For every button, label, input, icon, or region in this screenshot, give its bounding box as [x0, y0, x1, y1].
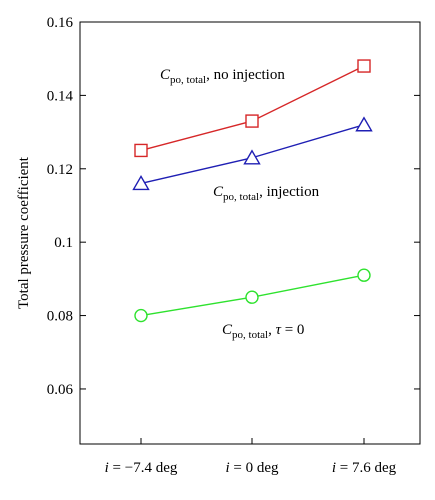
- marker-square: [245, 114, 259, 128]
- series-annotations: Cpo, total, no injection Cpo, total, inj…: [160, 67, 320, 341]
- x-tick-label: i = 0 deg: [225, 460, 279, 476]
- annotation-rest2: = 0: [281, 322, 304, 338]
- y-tick-label: 0.1: [54, 235, 73, 251]
- annotation-rest: , no injection: [206, 67, 285, 83]
- y-tick-label: 0.12: [47, 162, 73, 178]
- annotation-tau-zero: Cpo, total, τ = 0: [222, 322, 304, 341]
- marker-square: [357, 59, 371, 73]
- marker-square: [134, 143, 148, 158]
- series-group: [132, 59, 373, 323]
- annotation-sub: po, total: [223, 191, 259, 203]
- plot-frame: [79, 21, 421, 445]
- annotation-rest: ,: [268, 322, 276, 338]
- y-axis-label: Total pressure coefficient: [16, 156, 32, 309]
- marker-triangle: [243, 149, 261, 165]
- annotation-var: C: [213, 184, 224, 200]
- y-tick-label: 0.06: [47, 382, 74, 398]
- marker-circle: [357, 268, 371, 282]
- marker-triangle: [132, 175, 150, 191]
- annotation-sub: po, total: [170, 74, 206, 86]
- annotation-injection: Cpo, total, injection: [213, 184, 320, 203]
- annotation-sub: po, total: [232, 329, 268, 341]
- marker-triangle: [355, 116, 373, 132]
- annotation-var2: τ: [276, 322, 282, 338]
- x-axis-ticks: i = −7.4 deg i = 0 deg i = 7.6 deg: [105, 438, 397, 476]
- marker-circle: [134, 308, 148, 323]
- annotation-no-injection: Cpo, total, no injection: [160, 67, 285, 86]
- annotation-var: C: [160, 67, 171, 83]
- annotation-rest: , injection: [259, 184, 319, 200]
- y-tick-label: 0.16: [47, 15, 74, 31]
- y-tick-label: 0.14: [47, 88, 74, 104]
- x-tick-label: i = 7.6 deg: [332, 460, 397, 476]
- y-tick-label: 0.08: [47, 309, 73, 325]
- marker-circle: [245, 290, 259, 304]
- x-tick-label: i = −7.4 deg: [105, 460, 178, 476]
- y-axis-ticks: 0.06 0.08 0.1 0.12 0.14 0.16: [47, 15, 420, 398]
- annotation-var: C: [222, 322, 233, 338]
